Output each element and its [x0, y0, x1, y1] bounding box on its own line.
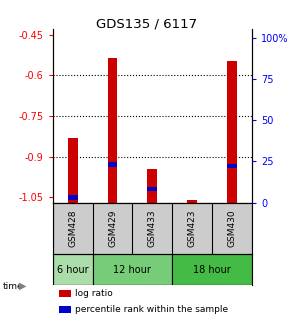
Bar — [227, 164, 237, 168]
Bar — [93, 254, 172, 285]
Bar — [187, 200, 197, 202]
Text: GDS135 / 6117: GDS135 / 6117 — [96, 18, 197, 31]
Text: GSM428: GSM428 — [68, 210, 77, 247]
Bar — [68, 196, 78, 200]
Bar — [172, 254, 252, 285]
Text: time: time — [3, 282, 23, 291]
Text: GSM429: GSM429 — [108, 210, 117, 247]
Bar — [227, 60, 237, 202]
Text: GSM423: GSM423 — [188, 210, 197, 247]
Bar — [59, 306, 71, 313]
Bar — [147, 187, 157, 192]
Bar — [108, 58, 117, 202]
Text: log ratio: log ratio — [75, 289, 113, 298]
Text: 12 hour: 12 hour — [113, 265, 151, 275]
Text: GSM430: GSM430 — [228, 210, 236, 247]
Text: percentile rank within the sample: percentile rank within the sample — [75, 305, 228, 314]
Text: ▶: ▶ — [19, 281, 27, 291]
Text: 18 hour: 18 hour — [193, 265, 231, 275]
Text: GSM433: GSM433 — [148, 210, 157, 247]
Bar — [53, 254, 93, 285]
Bar — [68, 138, 78, 202]
Bar — [147, 169, 157, 202]
Bar — [108, 163, 117, 167]
Text: 6 hour: 6 hour — [57, 265, 88, 275]
Bar — [59, 290, 71, 297]
